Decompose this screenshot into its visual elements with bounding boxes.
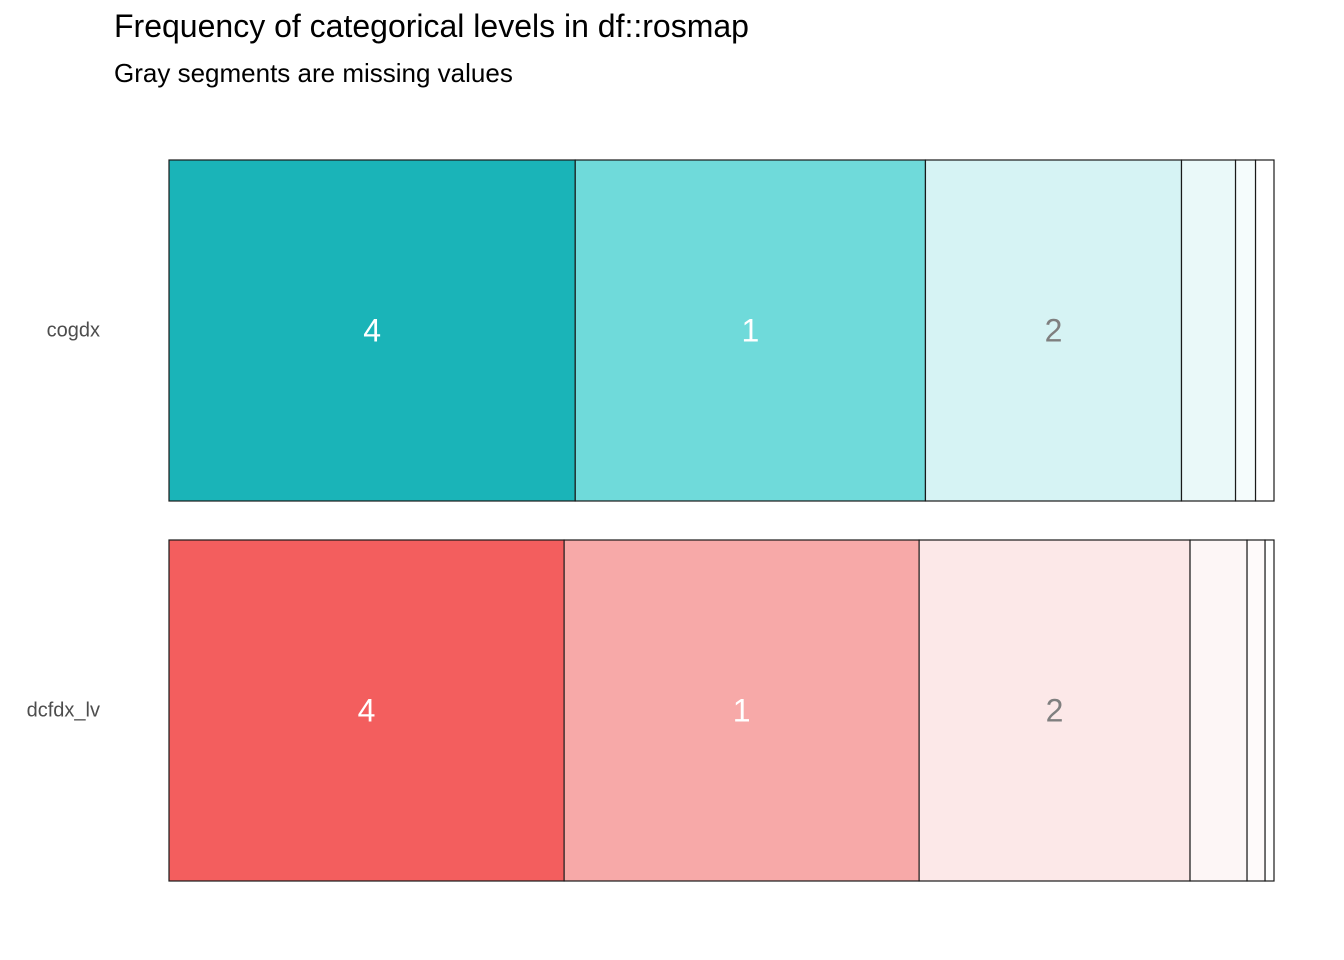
bar-segment — [1264, 539, 1275, 882]
bar-row-dcfdx-lv: dcfdx_lv 4 1 2 — [27, 539, 1275, 882]
bar-segment — [924, 159, 1183, 502]
bar-row-cogdx: cogdx 4 1 2 — [47, 159, 1275, 502]
bar-segment — [1234, 159, 1257, 502]
segment-label: 2 — [1046, 693, 1064, 729]
bar-segment — [918, 539, 1191, 882]
bar-segment — [1180, 159, 1237, 502]
bar-segment — [563, 539, 920, 882]
bar-segment — [168, 539, 565, 882]
bar-segment — [168, 159, 576, 502]
chart-title: Frequency of categorical levels in df::r… — [114, 8, 749, 44]
chart-subtitle: Gray segments are missing values — [114, 58, 513, 88]
y-tick-label: dcfdx_lv — [27, 700, 100, 722]
bar-segment — [1189, 539, 1248, 882]
segment-label: 4 — [363, 313, 381, 349]
segment-label: 1 — [733, 693, 751, 729]
bar-segment — [1254, 159, 1275, 502]
bar-segment — [1246, 539, 1266, 882]
y-tick-label: cogdx — [47, 320, 100, 342]
segment-label: 2 — [1045, 313, 1063, 349]
segment-label: 4 — [358, 693, 376, 729]
segment-label: 1 — [741, 313, 759, 349]
